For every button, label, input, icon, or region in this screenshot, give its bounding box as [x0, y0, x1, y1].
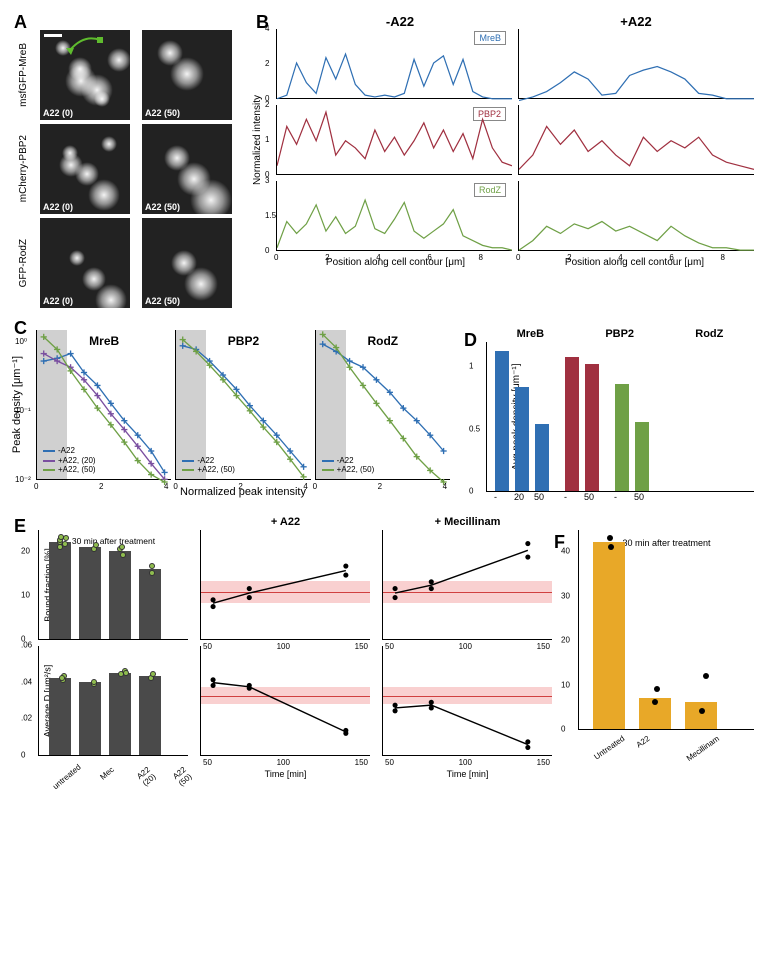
profile-plots: -A22 +A22 Normalized intensityMreB024PBP… [252, 14, 754, 268]
panel-c: C Peak density [μm⁻¹] MreB-A22+A22, (20)… [10, 316, 450, 506]
micrograph: A22 (0) [40, 124, 130, 214]
profile-plot: MreB024 [276, 29, 512, 99]
panel-c-label: C [14, 318, 27, 339]
profile-plot [518, 105, 754, 175]
row-c-d: C Peak density [μm⁻¹] MreB-A22+A22, (20)… [10, 316, 754, 506]
col-minus-a22: -A22 [282, 14, 518, 29]
logplot-rodz: RodZ-A22+A22, (50)024 [315, 330, 450, 480]
profile-plot: 02468 [518, 181, 754, 251]
panel-b: B -A22 +A22 Normalized intensityMreB024P… [252, 10, 754, 308]
micrograph: A22 (0) [40, 30, 130, 120]
panel-a-label: A [14, 12, 27, 33]
group-pbp2: PBP2 [605, 328, 634, 340]
micrograph: A22 (50) [142, 30, 232, 120]
micrograph: A22 (50) [142, 124, 232, 214]
panel-d-groups: MreB PBP2 RodZ [486, 328, 754, 340]
panel-e-label: E [14, 516, 26, 537]
panel-d-bars: Avg peak density [μm⁻¹] 00.51 [486, 342, 754, 492]
panel-e: E Bound fraction [%]30 min after treatme… [38, 514, 540, 760]
col-plus-a22: +A22 [518, 14, 754, 29]
panel-f-xticks: UntreatedA22Mecillinam [578, 730, 754, 760]
smallbar: Bound fraction [%]30 min after treatment… [38, 530, 188, 640]
group-mreb: MreB [517, 328, 545, 340]
profile-plot [518, 29, 754, 99]
profile-header: -A22 +A22 [282, 14, 754, 29]
panel-e-grid: Bound fraction [%]30 min after treatment… [38, 530, 540, 756]
profile-plot: RodZ01.5302468 [276, 181, 512, 251]
micrograph: A22 (50) [142, 218, 232, 308]
row-label: msfGFP-MreB [18, 43, 36, 107]
panel-c-plots: Peak density [μm⁻¹] MreB-A22+A22, (20)+A… [10, 330, 450, 498]
timeplot: + Mecillinam50100150 [382, 530, 552, 640]
panel-d: D MreB PBP2 RodZ Avg peak density [μm⁻¹]… [460, 328, 754, 506]
panel-a: A msfGFP-MreBA22 (0)A22 (50)mCherry-PBP2… [10, 10, 240, 308]
profile-plot: PBP2012 [276, 105, 512, 175]
micrograph: A22 (0) [40, 218, 130, 308]
panel-d-xticks: -2050-50-50 [486, 492, 754, 506]
panel-f: F Persistent fraction [%] 30 min after t… [550, 530, 754, 760]
panel-c-ylabel: Peak density [μm⁻¹] [10, 356, 32, 453]
figure: A msfGFP-MreBA22 (0)A22 (50)mCherry-PBP2… [10, 10, 754, 760]
panel-f-bars: Persistent fraction [%] 30 min after tre… [578, 530, 754, 730]
logplot-mreb: MreB-A22+A22, (20)+A22, (50)10⁻²10⁻¹10⁰0… [36, 330, 171, 480]
row-label: GFP-RodZ [18, 239, 36, 287]
row-e-f: E Bound fraction [%]30 min after treatme… [10, 514, 754, 760]
row-label: mCherry-PBP2 [18, 135, 36, 202]
timeplot: 50100150Time [min] [200, 646, 370, 756]
smallbar: Average D [μm²/s]0.02.04.06untreatedMecA… [38, 646, 188, 756]
micrograph-grid: msfGFP-MreBA22 (0)A22 (50)mCherry-PBP2A2… [18, 30, 240, 308]
group-rodz: RodZ [695, 328, 723, 340]
timeplot: + A2250100150 [200, 530, 370, 640]
panel-d-label: D [464, 330, 477, 351]
logplot-pbp2: PBP2-A22+A22, (50)024 [175, 330, 310, 480]
timeplot: 50100150Time [min] [382, 646, 552, 756]
